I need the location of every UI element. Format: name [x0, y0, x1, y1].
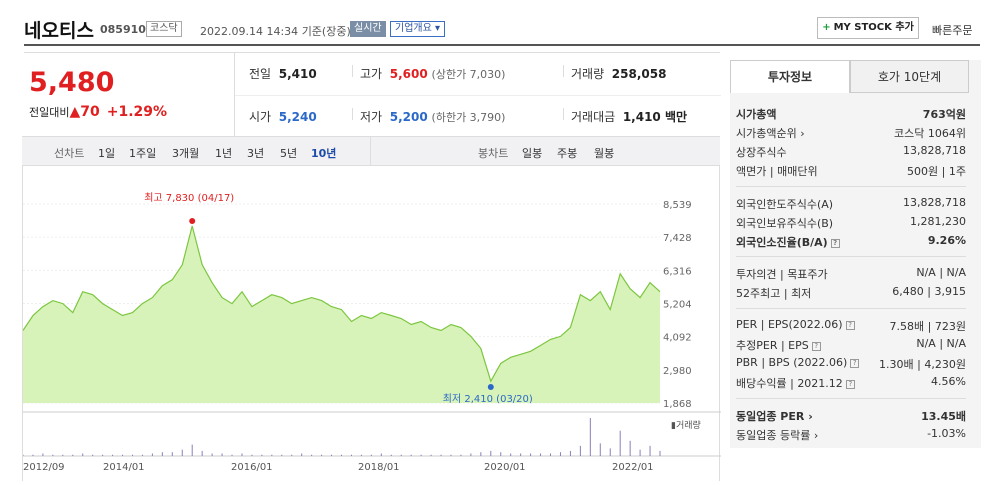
- stats-row: 시가 5,240 저가 5,200 (하한가 3,790) 거래대금 1,410…: [235, 95, 721, 137]
- plus-icon: +: [822, 22, 831, 33]
- y-tick-label: 5,204: [663, 300, 692, 311]
- x-tick-label: 2014/01: [103, 462, 145, 473]
- info-row: 외국인소진율(B/A)? 9.26%: [736, 234, 966, 249]
- quick-order-link[interactable]: 빠른주문: [932, 24, 973, 37]
- volume-label: ▮거래량: [671, 419, 701, 431]
- invest-info-panel: 투자정보 호가 10단계 시가총액 763억원 시가총액순위 › 코스닥 1064위…: [730, 60, 981, 448]
- price-area: [23, 226, 660, 403]
- info-row: 시가총액 763억원: [736, 108, 966, 121]
- y-tick-label: 1,868: [663, 399, 692, 410]
- help-icon[interactable]: ?: [845, 320, 855, 330]
- price-chart[interactable]: 8,539 7,428 6,316 5,204 4,092 2,980 1,868 최고 7,…: [22, 166, 721, 481]
- current-price: 5,480: [29, 67, 115, 98]
- chart-tabs: 선차트 1일 1주일 3개월 1년 3년 5년 10년 봉차트 일봉 주봉 월봉: [22, 136, 720, 166]
- info-row: 외국인보유주식수(B) 1,281,230: [736, 215, 966, 230]
- y-tick-label: 2,980: [663, 366, 692, 377]
- stock-header: 네오티스 085910 코스닥 2022.09.14 14:34 기준(장중) …: [24, 10, 980, 46]
- timestamp: 2022.09.14 14:34 기준(장중): [200, 25, 351, 38]
- candle-chart-label: 봉차트: [478, 147, 509, 160]
- info-row: 투자의견 | 목표주가 N/A | N/A: [736, 266, 966, 281]
- info-row: 시가총액순위 › 코스닥 1064위: [736, 127, 966, 140]
- high-label: 최고 7,830 (04/17): [144, 192, 234, 204]
- market-badge: 코스닥: [146, 21, 182, 37]
- info-row: PER | EPS(2022.06)? 7.58배 | 723원: [736, 318, 966, 333]
- help-icon[interactable]: ?: [850, 358, 860, 368]
- high-marker: [189, 218, 196, 224]
- tab-3m[interactable]: 3개월: [172, 147, 200, 160]
- info-row: 동일업종 등락률 › -1.03%: [736, 427, 966, 442]
- price-line: [22, 225, 661, 383]
- tab-monthly[interactable]: 월봉: [594, 147, 615, 160]
- info-row: 추정PER | EPS? N/A | N/A: [736, 337, 966, 352]
- stock-code: 085910: [100, 23, 146, 36]
- price-change: 전일대비▲70 +1.29%: [29, 104, 168, 120]
- info-row: 상장주식수 13,828,718: [736, 144, 966, 159]
- line-chart-label: 선차트: [54, 147, 85, 160]
- tab-1w[interactable]: 1주일: [129, 147, 157, 160]
- help-icon[interactable]: ?: [830, 238, 840, 248]
- add-mystock-button[interactable]: + MY STOCK 추가: [817, 17, 919, 39]
- company-overview-dropdown[interactable]: 기업개요 ▾: [390, 21, 446, 37]
- realtime-badge[interactable]: 실시간: [350, 21, 386, 37]
- y-tick-label: 4,092: [663, 333, 692, 344]
- price-box: 5,480 전일대비▲70 +1.29%: [24, 52, 234, 136]
- low-label: 최저 2,410 (03/20): [443, 393, 533, 405]
- tab-3y[interactable]: 3년: [247, 147, 265, 160]
- y-tick-label: 6,316: [663, 266, 692, 277]
- info-row: 외국인한도주식수(A) 13,828,718: [736, 196, 966, 211]
- stock-name: 네오티스: [24, 20, 94, 42]
- tab-daily[interactable]: 일봉: [522, 147, 543, 160]
- low-marker: [487, 384, 494, 390]
- info-row: 액면가 | 매매단위 500원 | 1주: [736, 165, 966, 178]
- info-row: PBR | BPS (2022.06)? 1.30배 | 4,230원: [736, 356, 966, 371]
- x-tick-label: 2016/01: [231, 462, 273, 473]
- x-tick-label: 2020/01: [484, 462, 526, 473]
- tab-invest-info[interactable]: 투자정보: [730, 60, 850, 93]
- x-tick-label: 2012/09: [23, 462, 65, 473]
- help-icon[interactable]: ?: [845, 379, 855, 389]
- tab-1y[interactable]: 1년: [215, 147, 233, 160]
- chevron-down-icon: ▾: [435, 23, 441, 34]
- price-stats: 전일 5,410 고가 5,600 (상한가 7,030) 거래량 258,05…: [234, 52, 721, 137]
- x-tick-label: 2018/01: [358, 462, 400, 473]
- tab-1d[interactable]: 1일: [98, 147, 116, 160]
- tab-10y[interactable]: 10년: [311, 147, 337, 160]
- tab-weekly[interactable]: 주봉: [557, 147, 578, 160]
- tab-hoga[interactable]: 호가 10단계: [850, 60, 969, 93]
- info-row: 동일업종 PER › 13.45배: [736, 410, 966, 423]
- chart-svg: 8,539 7,428 6,316 5,204 4,092 2,980 1,868 최고 7,…: [22, 192, 721, 473]
- help-icon[interactable]: ?: [811, 341, 821, 351]
- info-row: 배당수익률 | 2021.12? 4.56%: [736, 375, 966, 390]
- y-tick-label: 8,539: [663, 200, 692, 211]
- stats-row: 전일 5,410 고가 5,600 (상한가 7,030) 거래량 258,05…: [249, 65, 667, 81]
- tab-5y[interactable]: 5년: [280, 147, 298, 160]
- x-tick-label: 2022/01: [612, 462, 654, 473]
- info-row: 52주최고 | 최저 6,480 | 3,915: [736, 285, 966, 300]
- y-tick-label: 7,428: [663, 233, 692, 244]
